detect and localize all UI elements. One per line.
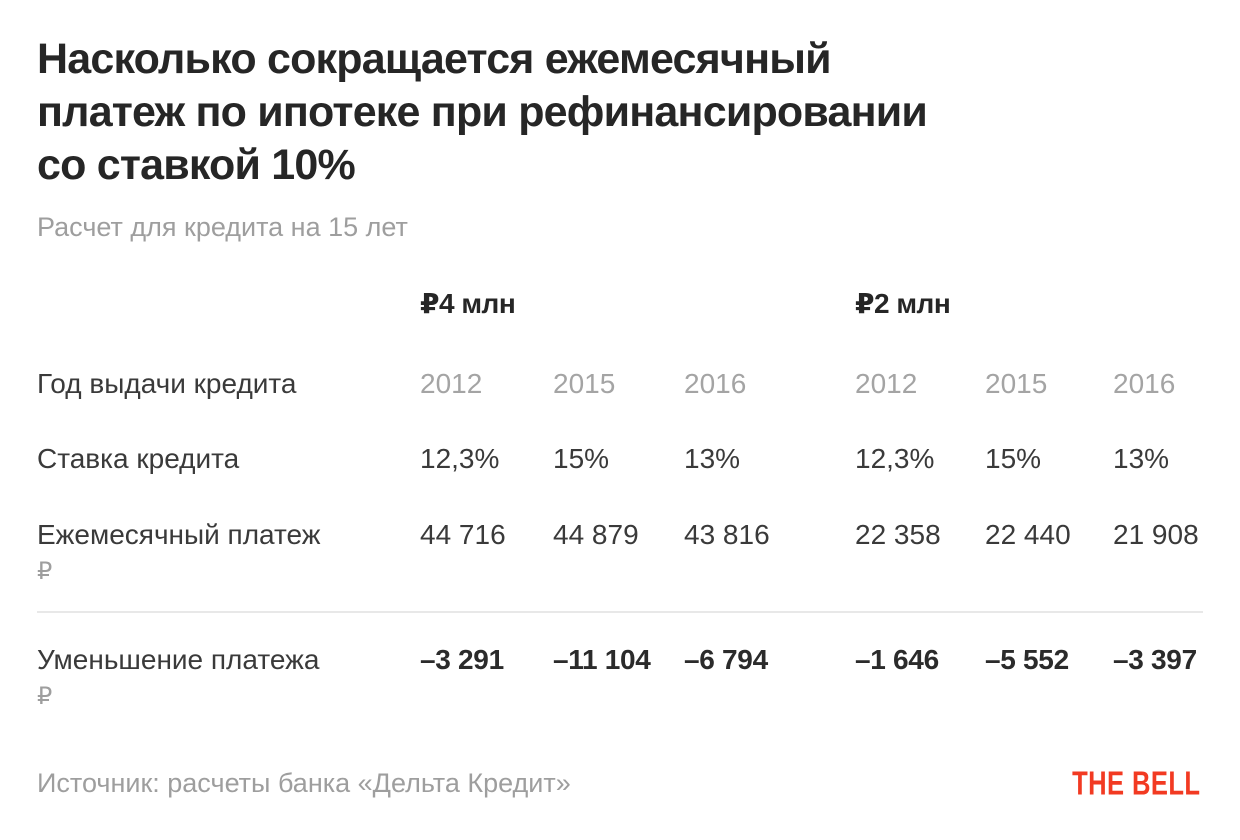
cell-rate-2m-2012: 12,3% <box>855 443 935 474</box>
cell-rate-4m-2016: 13% <box>684 443 741 474</box>
row-label-loan-rate: Ставка кредита <box>37 443 240 474</box>
page-subtitle: Расчет для кредита на 15 лет <box>37 212 408 242</box>
row-label-payment-reduction: Уменьшение платежа ₽ <box>37 644 420 710</box>
cell-year-4m-2016: 2016 <box>684 368 747 399</box>
footer: Источник: расчеты банка «Дельта Кредит» … <box>37 764 1200 802</box>
cell-rate-2m-2016: 13% <box>1113 443 1170 474</box>
cell-year-2m-2012: 2012 <box>855 368 918 399</box>
cell-pay-4m-2015: 44 879 <box>553 519 639 550</box>
cell-delta-4m-2015: –11 104 <box>553 644 651 675</box>
table-row-issue-year: Год выдачи кредита 2012 2015 2016 2012 2… <box>37 368 1203 399</box>
page-title: Насколько сокращается ежемесячный платеж… <box>37 33 1177 192</box>
cell-rate-4m-2015: 15% <box>553 443 610 474</box>
cell-rate-2m-2015: 15% <box>985 443 1042 474</box>
row-label-monthly-payment: Ежемесячный платеж ₽ <box>37 519 420 585</box>
cell-delta-2m-2016: –3 397 <box>1113 644 1197 675</box>
cell-year-4m-2015: 2015 <box>553 368 616 399</box>
cell-pay-2m-2016: 21 908 <box>1113 519 1199 550</box>
title-line-1: Насколько сокращается ежемесячный <box>37 35 832 83</box>
table-row-loan-rate: Ставка кредита 12,3% 15% 13% 12,3% 15% 1… <box>37 443 1203 474</box>
row-label-text: Ежемесячный платеж <box>37 519 321 550</box>
cell-delta-4m-2012: –3 291 <box>420 644 504 675</box>
infographic-page: Насколько сокращается ежемесячный платеж… <box>37 33 1203 710</box>
cell-delta-4m-2016: –6 794 <box>684 644 768 675</box>
table-row-payment-reduction: Уменьшение платежа ₽ –3 291 –11 104 –6 7… <box>37 644 1203 710</box>
cell-delta-2m-2012: –1 646 <box>855 644 939 675</box>
group-label-2mln: ₽2 млн <box>855 288 951 319</box>
cell-delta-2m-2015: –5 552 <box>985 644 1069 675</box>
cell-pay-4m-2012: 44 716 <box>420 519 506 550</box>
cell-year-2m-2016: 2016 <box>1113 368 1176 399</box>
title-line-2: платеж по ипотеке при рефинансировании <box>37 88 928 136</box>
cell-pay-4m-2016: 43 816 <box>684 519 770 550</box>
cell-year-4m-2012: 2012 <box>420 368 483 399</box>
group-label-4mln: ₽4 млн <box>420 288 516 319</box>
cell-pay-2m-2012: 22 358 <box>855 519 941 550</box>
cell-rate-4m-2012: 12,3% <box>420 443 500 474</box>
column-group-header-row: ₽4 млн ₽2 млн <box>37 288 1203 319</box>
cell-year-2m-2015: 2015 <box>985 368 1048 399</box>
cell-pay-2m-2015: 22 440 <box>985 519 1071 550</box>
title-line-3: со ставкой 10% <box>37 141 356 189</box>
source-note: Источник: расчеты банка «Дельта Кредит» <box>37 768 571 798</box>
table-row-monthly-payment: Ежемесячный платеж ₽ 44 716 44 879 43 81… <box>37 519 1203 585</box>
the-bell-logo: THE BELL <box>1071 764 1200 802</box>
ruble-sign: ₽ <box>37 558 53 585</box>
row-label-issue-year: Год выдачи кредита <box>37 368 297 399</box>
row-label-text: Уменьшение платежа <box>37 644 320 675</box>
divider-line <box>37 611 1203 613</box>
ruble-sign: ₽ <box>37 683 53 710</box>
